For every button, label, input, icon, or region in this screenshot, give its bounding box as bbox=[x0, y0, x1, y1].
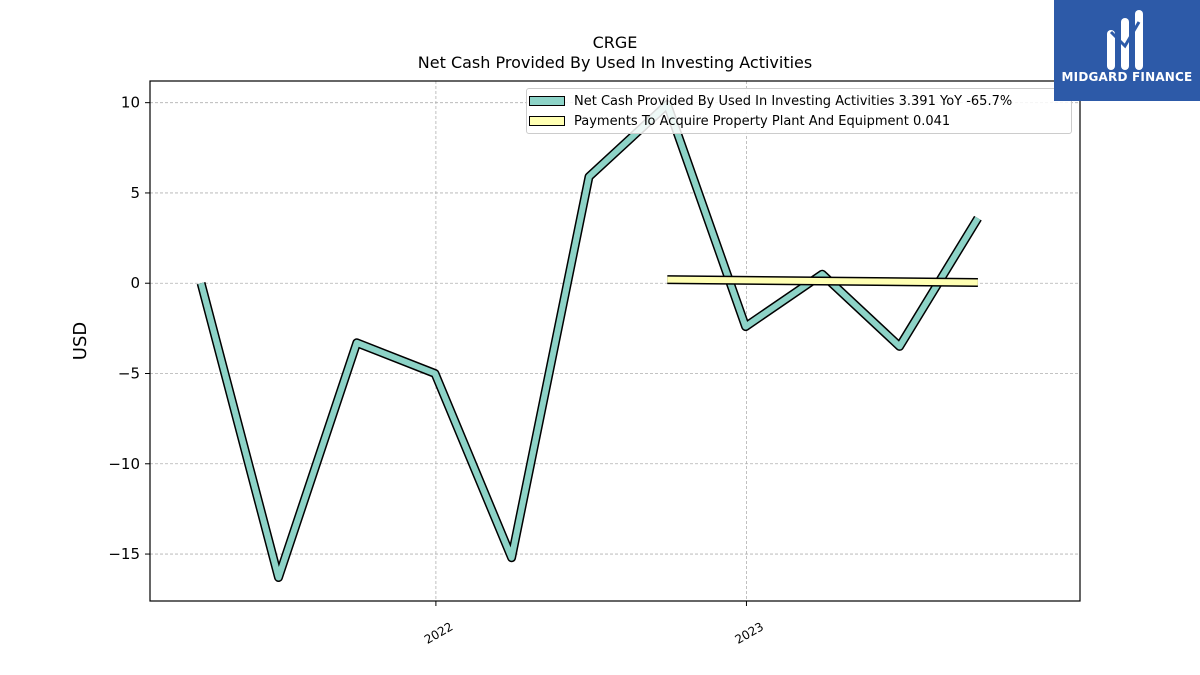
x-tick-label: 2022 bbox=[422, 619, 455, 646]
series-line-capex bbox=[667, 276, 978, 286]
y-tick-label: 10 bbox=[121, 94, 140, 112]
chart-subtitle: Net Cash Provided By Used In Investing A… bbox=[417, 53, 813, 72]
legend-item-investing: Net Cash Provided By Used In Investing A… bbox=[527, 92, 1012, 110]
chart-title: CRGE bbox=[592, 33, 638, 52]
legend-label-investing: Net Cash Provided By Used In Investing A… bbox=[574, 93, 1013, 109]
plot-frame bbox=[149, 80, 1081, 602]
x-tick-label: 2023 bbox=[733, 619, 766, 646]
logo-mark-icon bbox=[1107, 10, 1143, 70]
y-tick-label: −10 bbox=[108, 455, 140, 473]
logo-text: MIDGARD FINANCE bbox=[1061, 70, 1193, 84]
series-line-investing bbox=[198, 101, 981, 581]
legend-item-capex: Payments To Acquire Property Plant And E… bbox=[527, 112, 950, 130]
legend-label-capex: Payments To Acquire Property Plant And E… bbox=[574, 113, 951, 129]
y-axis-label: USD bbox=[70, 322, 91, 360]
chart-legend: Net Cash Provided By Used In Investing A… bbox=[526, 88, 1072, 134]
legend-swatch-investing bbox=[529, 96, 565, 106]
y-tick-label: 0 bbox=[130, 274, 140, 292]
midgard-finance-logo: MIDGARD FINANCE bbox=[1054, 0, 1200, 101]
y-tick-label: −15 bbox=[108, 545, 140, 563]
legend-swatch-capex bbox=[529, 116, 565, 126]
y-tick-label: −5 bbox=[118, 365, 140, 383]
y-tick-label: 5 bbox=[130, 184, 140, 202]
